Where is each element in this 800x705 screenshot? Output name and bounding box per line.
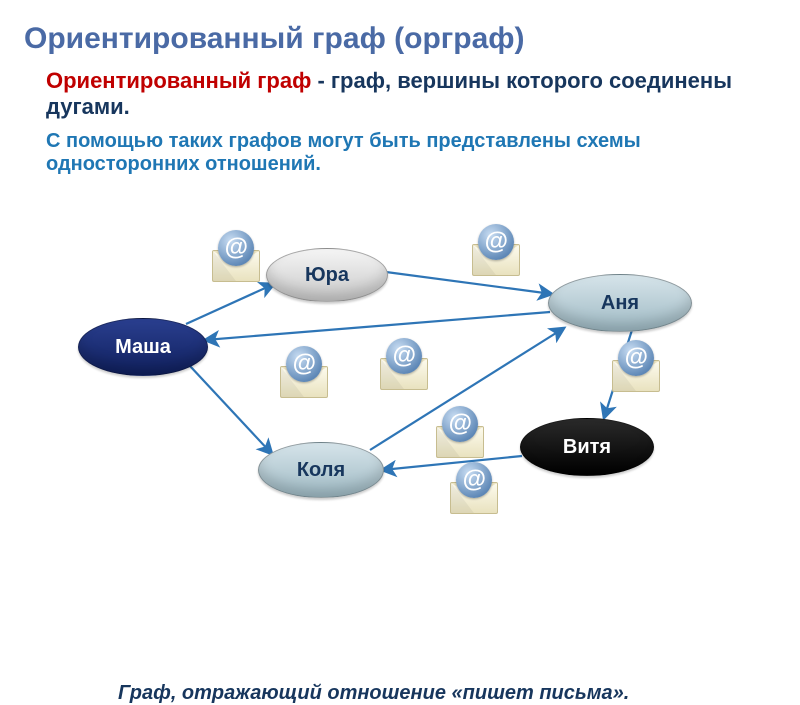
- subtitle-text: С помощью таких графов могут быть предст…: [46, 130, 760, 176]
- graph-caption: Граф, отражающий отношение «пишет письма…: [118, 682, 629, 705]
- edge-masha-kolya: [190, 366, 272, 454]
- node-kolya: Коля: [258, 442, 384, 498]
- node-anya: Аня: [548, 274, 692, 332]
- node-masha: Маша: [78, 318, 208, 376]
- edge-masha-yura: [186, 284, 274, 324]
- node-vitya: Витя: [520, 418, 654, 476]
- email-icon: @: [276, 350, 330, 398]
- email-icon: @: [376, 342, 430, 390]
- email-icon: @: [608, 344, 662, 392]
- email-icon: @: [208, 234, 262, 282]
- edge-anya-masha: [205, 312, 550, 340]
- email-icon: @: [446, 466, 500, 514]
- page-title: Ориентированный граф (орграф): [24, 22, 800, 56]
- email-icon: @: [432, 410, 486, 458]
- email-icon: @: [468, 228, 522, 276]
- definition-text: Ориентированный граф - граф, вершины кот…: [46, 68, 760, 120]
- definition-term: Ориентированный граф: [46, 68, 311, 93]
- node-yura: Юра: [266, 248, 388, 302]
